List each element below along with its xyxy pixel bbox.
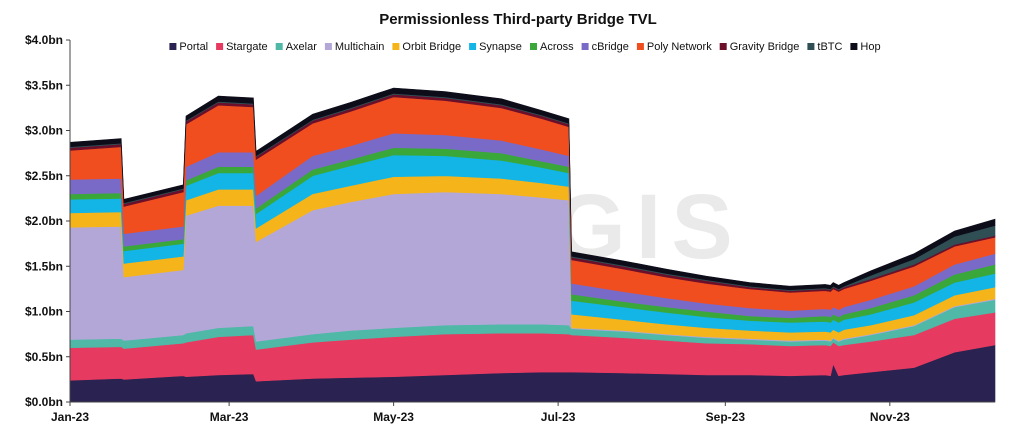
area-hop bbox=[69, 87, 996, 291]
y-tick-label: $2.0bn bbox=[25, 214, 63, 228]
legend-label: Multichain bbox=[335, 41, 385, 53]
legend-swatch bbox=[216, 43, 224, 50]
legend-label: Stargate bbox=[226, 41, 268, 53]
y-axis: $0.0bn $0.5bn $1.0bn $1.5bn $2.0bn $2.5bn $3.0… bbox=[25, 33, 71, 409]
legend-swatch bbox=[275, 43, 283, 50]
legend-label: Portal bbox=[179, 41, 208, 53]
legend-swatch bbox=[169, 43, 177, 50]
legend-label: cBridge bbox=[592, 41, 629, 53]
legend-item-orbit-bridge: Orbit Bridge bbox=[392, 41, 461, 53]
x-axis: Jan-23 Mar-23 May-23 Jul-23 Sep-23 Nov-23 bbox=[51, 401, 995, 424]
legend-label: Poly Network bbox=[647, 41, 712, 53]
x-tick-label: Nov-23 bbox=[870, 410, 910, 424]
y-tick-label: $4.0bn bbox=[25, 33, 63, 47]
legend-swatch bbox=[469, 43, 477, 50]
legend-label: Synapse bbox=[479, 41, 522, 53]
legend-label: Orbit Bridge bbox=[402, 41, 461, 53]
legend-label: tBTC bbox=[817, 41, 842, 53]
legend: Portal Stargate Axelar Multichain Orbit Brid… bbox=[169, 41, 881, 53]
y-tick-label: $1.5bn bbox=[25, 259, 63, 273]
y-tick-label: $2.5bn bbox=[25, 169, 63, 183]
legend-item-hop: Hop bbox=[850, 41, 881, 53]
y-tick-label: $0.5bn bbox=[25, 350, 63, 364]
legend-swatch bbox=[719, 43, 727, 50]
legend-label: Hop bbox=[860, 41, 880, 53]
legend-swatch bbox=[324, 43, 332, 50]
legend-item-tbtc: tBTC bbox=[807, 41, 843, 53]
legend-label: Gravity Bridge bbox=[730, 41, 800, 53]
y-tick-label: $1.0bn bbox=[25, 305, 63, 319]
legend-swatch bbox=[392, 43, 400, 50]
legend-item-poly-network: Poly Network bbox=[636, 41, 712, 53]
legend-swatch bbox=[850, 43, 858, 50]
legend-swatch bbox=[530, 43, 537, 50]
x-tick-label: Jul-23 bbox=[541, 410, 576, 424]
legend-item-multichain: Multichain bbox=[324, 41, 385, 53]
chart-title: Permissionless Third-party Bridge TVL bbox=[379, 11, 657, 28]
legend-item-axelar: Axelar bbox=[275, 41, 318, 53]
legend-swatch bbox=[581, 43, 589, 50]
y-tick-label: $3.0bn bbox=[25, 124, 63, 138]
y-tick-label: $3.5bn bbox=[25, 78, 63, 92]
legend-swatch bbox=[636, 43, 644, 50]
y-tick-label: $0.0bn bbox=[25, 395, 63, 409]
legend-item-synapse: Synapse bbox=[469, 41, 522, 53]
legend-swatch bbox=[807, 43, 815, 50]
x-tick-label: Jan-23 bbox=[51, 410, 89, 424]
x-tick-label: Sep-23 bbox=[706, 410, 746, 424]
x-tick-label: Mar-23 bbox=[210, 410, 249, 424]
series-areas bbox=[69, 87, 996, 403]
x-tick-label: May-23 bbox=[373, 410, 414, 424]
legend-item-stargate: Stargate bbox=[216, 41, 268, 53]
legend-item-portal: Portal bbox=[169, 41, 208, 53]
legend-item-gravity-bridge: Gravity Bridge bbox=[719, 41, 800, 53]
legend-label: Axelar bbox=[286, 41, 318, 53]
legend-item-cbridge: cBridge bbox=[581, 41, 629, 53]
legend-item-across: Across bbox=[530, 41, 574, 53]
legend-label: Across bbox=[540, 41, 574, 53]
